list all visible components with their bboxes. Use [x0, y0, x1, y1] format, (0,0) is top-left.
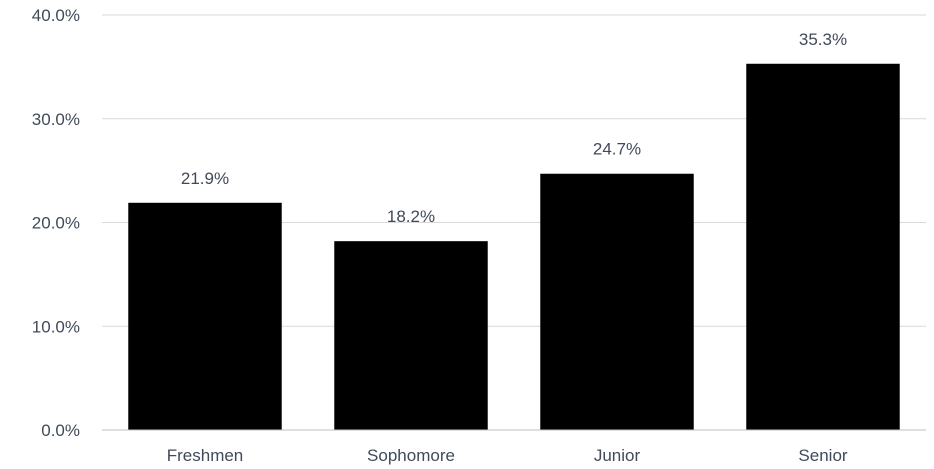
data-labels: 21.9% 18.2% 24.7% 35.3%: [181, 30, 847, 226]
y-tick-label: 20.0%: [32, 214, 80, 233]
x-category-label: Freshmen: [167, 446, 244, 465]
y-tick-label: 10.0%: [32, 317, 80, 336]
x-category-label: Sophomore: [367, 446, 455, 465]
y-axis-tick-labels: 0.0% 10.0% 20.0% 30.0% 40.0%: [32, 6, 80, 440]
data-label: 35.3%: [799, 30, 847, 49]
data-label: 24.7%: [593, 140, 641, 159]
bar-senior: [746, 63, 900, 430]
data-label: 21.9%: [181, 169, 229, 188]
bar-freshmen: [128, 202, 282, 430]
y-tick-label: 30.0%: [32, 110, 80, 129]
bar-sophomore: [334, 241, 488, 430]
x-category-label: Junior: [594, 446, 641, 465]
y-tick-label: 40.0%: [32, 6, 80, 25]
bars: [128, 63, 900, 431]
y-tick-label: 0.0%: [41, 421, 80, 440]
bar-junior: [540, 173, 694, 431]
x-axis-category-labels: Freshmen Sophomore Junior Senior: [167, 446, 848, 465]
x-category-label: Senior: [798, 446, 847, 465]
data-label: 18.2%: [387, 207, 435, 226]
